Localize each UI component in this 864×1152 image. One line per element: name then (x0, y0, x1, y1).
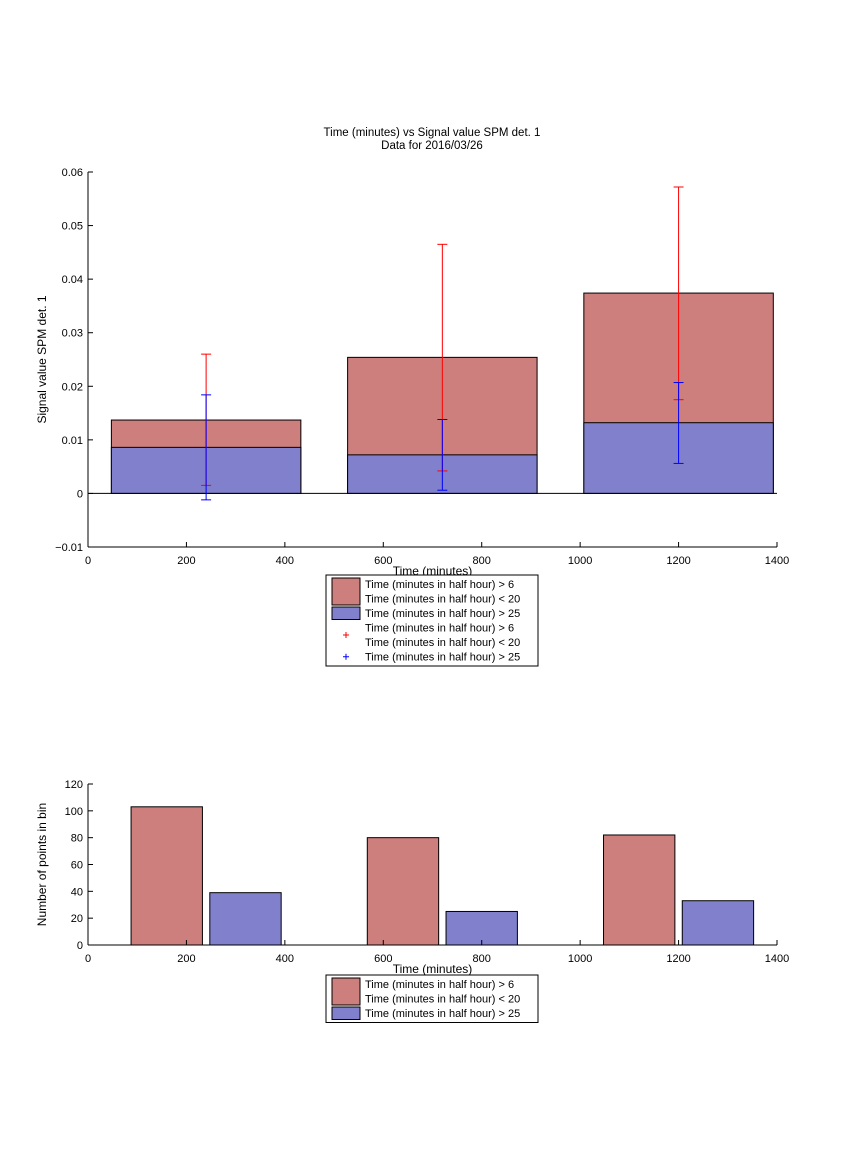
count-bar-1 (209, 892, 282, 946)
chart2-x-tick-label: 200 (177, 953, 195, 965)
chart1-x-tick-label: 1200 (666, 555, 690, 567)
chart1-legend-label-0: Time (minutes in half hour) < 20 (365, 594, 520, 606)
chart2-legend-swatch-0 (331, 977, 361, 1006)
chart2-y-tick-label: 20 (71, 913, 83, 925)
chart1-legend-label-3: Time (minutes in half hour) > 25 (365, 652, 520, 664)
chart2-y-tick-label: 100 (65, 806, 83, 818)
chart2-x-tick-label: 800 (473, 953, 491, 965)
chart2-y-tick-label: 80 (71, 833, 83, 845)
chart2-legend-box (325, 974, 539, 1023)
chart1-legend-box (325, 574, 539, 667)
chart-subtitle: Data for 2016/03/26 (381, 140, 483, 152)
chart-title: Time (minutes) vs Signal value SPM det. … (324, 127, 541, 139)
chart1-y-tick-label: 0.04 (62, 274, 83, 286)
chart1-legend-label-2: Time (minutes in half hour) < 20 (365, 637, 520, 649)
chart2-x-tick-label: 1400 (765, 953, 789, 965)
chart2-y-axis-title: Number of points in bin (35, 803, 49, 926)
chart2-y-tick-label: 60 (71, 860, 83, 872)
chart1-x-tick-label: 200 (177, 555, 195, 567)
count-bar-chart: 0 200 400 600 800 1000 1200 1400 0 20 40 60 80 100 120… (35, 779, 789, 976)
chart2-y-tick-label: 120 (65, 779, 83, 791)
count-bar-3 (445, 910, 518, 946)
chart1-x-tick-label: 1000 (568, 555, 592, 567)
chart1-x-tick-label: 400 (276, 555, 294, 567)
chart2-legend-label-1: Time (minutes in half hour) > 25 (365, 1008, 520, 1020)
chart1-x-tick-label: 0 (85, 555, 91, 567)
chart2-legend-label-0: Time (minutes in half hour) > 6 (365, 979, 514, 991)
chart1-y-axis-title: Signal value SPM det. 1 (35, 295, 49, 423)
chart1-x-tick-label: 1400 (765, 555, 789, 567)
chart1-legend-label-1: Time (minutes in half hour) > 25 (365, 608, 520, 620)
chart2-x-axis-title: Time (minutes) (393, 962, 473, 976)
chart2-x-tick-label: 1200 (666, 953, 690, 965)
count-bar-4 (603, 834, 676, 946)
signal-chart-legend: Time (minutes in half hour) > 6 Time (min… (325, 574, 539, 667)
chart2-legend-swatch-1 (331, 1006, 361, 1020)
chart1-x-tick-label: 600 (374, 555, 392, 567)
chart2-legend-label-0: Time (minutes in half hour) < 20 (365, 994, 520, 1006)
chart1-y-tick-label: 0.05 (62, 221, 83, 233)
chart1-y-tick-label: 0.02 (62, 381, 83, 393)
signal-bar-chart: 0 200 400 600 800 1000 1200 1400−0.0100.010.020… (35, 167, 789, 578)
chart1-x-tick-label: 800 (473, 555, 491, 567)
chart1-y-tick-label: −0.01 (55, 542, 83, 554)
chart1-legend-label-0: Time (minutes in half hour) > 6 (365, 579, 514, 591)
chart1-legend-swatch-1 (331, 606, 361, 620)
chart2-x-tick-label: 600 (374, 953, 392, 965)
chart2-y-tick-label: 40 (71, 886, 83, 898)
chart1-legend-swatch-0 (331, 577, 361, 606)
chart2-x-tick-label: 0 (85, 953, 91, 965)
chart2-y-tick-label: 0 (77, 940, 83, 952)
count-bar-5 (681, 900, 755, 946)
chart2-x-tick-label: 1000 (568, 953, 592, 965)
chart2-x-tick-label: 400 (276, 953, 294, 965)
chart1-y-tick-label: 0.06 (62, 167, 83, 179)
count-chart-legend: Time (minutes in half hour) > 6 Time (min… (325, 974, 539, 1023)
count-bar-0 (130, 806, 203, 946)
chart1-y-tick-label: 0.03 (62, 328, 83, 340)
chart1-legend-label-2: Time (minutes in half hour) > 6 (365, 623, 514, 635)
count-bar-2 (366, 837, 440, 946)
chart1-y-tick-label: 0.01 (62, 435, 83, 447)
chart1-y-tick-label: 0 (77, 488, 83, 500)
